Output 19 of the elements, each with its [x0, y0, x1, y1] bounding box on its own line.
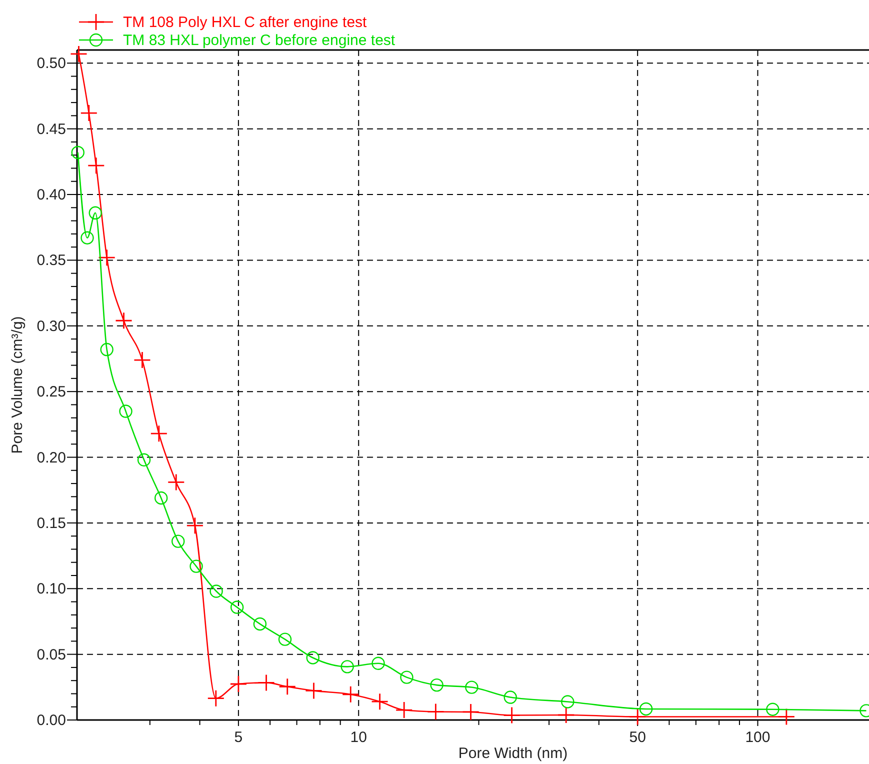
x-tick-label: 10 — [350, 729, 367, 746]
y-axis-title: Pore Volume (cm³/g) — [9, 316, 26, 454]
y-tick-label: 0.50 — [36, 55, 66, 72]
y-tick-label: 0.30 — [36, 318, 66, 335]
x-tick-label: 50 — [629, 729, 646, 746]
legend-label: TM 83 HXL polymer C before engine test — [123, 32, 396, 49]
legend-label: TM 108 Poly HXL C after engine test — [123, 14, 368, 31]
y-tick-label: 0.40 — [36, 186, 66, 204]
x-axis-title: Pore Width (nm) — [458, 745, 568, 762]
y-tick-label: 0.35 — [36, 252, 66, 270]
y-tick-label: 0.00 — [36, 712, 66, 729]
x-tick-label: 100 — [745, 729, 770, 746]
x-tick-label: 5 — [234, 729, 243, 746]
y-tick-label: 0.10 — [36, 580, 66, 598]
y-tick-label: 0.45 — [36, 120, 66, 138]
y-tick-label: 0.25 — [36, 384, 66, 401]
y-tick-label: 0.05 — [36, 646, 66, 664]
y-tick-label: 0.15 — [36, 514, 66, 532]
y-tick-label: 0.20 — [36, 449, 66, 466]
